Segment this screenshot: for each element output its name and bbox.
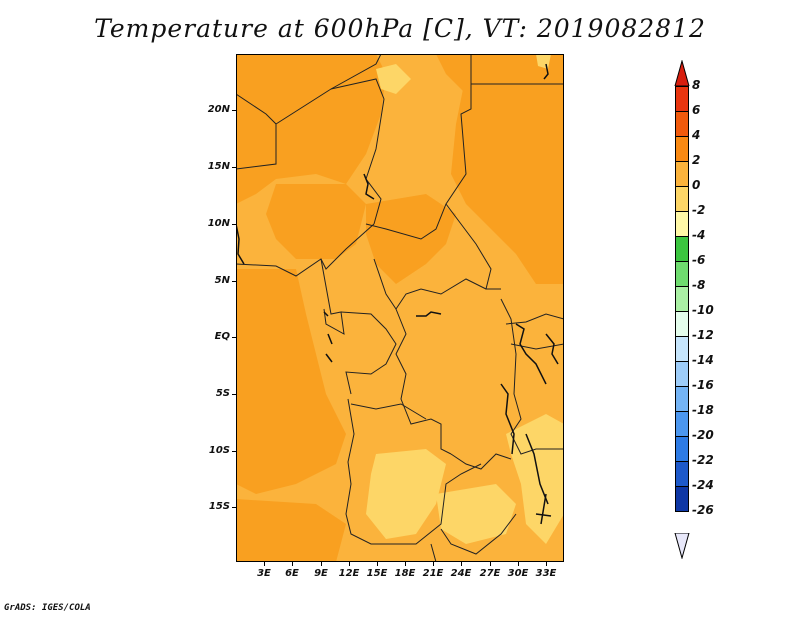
- lon-label-30e: 30E: [507, 568, 529, 579]
- colorbar-label: -18: [692, 403, 714, 417]
- colorbar-label: -12: [692, 328, 714, 342]
- colorbar-segment: [675, 236, 689, 262]
- colorbar-label: -14: [692, 353, 714, 367]
- colorbar-label: -16: [692, 378, 714, 392]
- lat-label-20n: 20N: [207, 104, 230, 115]
- colorbar-top-arrow: [674, 60, 690, 86]
- map-title: Temperature at 600hPa [C], VT: 201908281…: [94, 14, 706, 43]
- colorbar-label: -22: [692, 453, 714, 467]
- lat-label-15n: 15N: [207, 161, 230, 172]
- colorbar-segment: [675, 386, 689, 412]
- colorbar-label: -2: [692, 203, 706, 217]
- warm-region: [236, 54, 564, 562]
- lon-label-21e: 21E: [422, 568, 444, 579]
- lat-label-10n: 10N: [207, 218, 230, 229]
- lat-tick: [232, 110, 236, 111]
- lon-tick: [518, 562, 519, 566]
- colorbar-segment: [675, 111, 689, 137]
- lon-tick: [546, 562, 547, 566]
- colorbar-segment: [675, 461, 689, 487]
- grads-credit: GrADS: IGES/COLA: [4, 603, 91, 613]
- colorbar-label: 2: [692, 153, 701, 167]
- coastlines: [236, 63, 559, 525]
- lat-tick: [232, 451, 236, 452]
- lon-label-12e: 12E: [338, 568, 360, 579]
- lon-tick: [321, 562, 322, 566]
- colorbar-label: -10: [692, 303, 714, 317]
- colorbar-segment: [675, 361, 689, 387]
- lon-tick: [433, 562, 434, 566]
- country-borders: [236, 54, 564, 562]
- lat-tick: [232, 337, 236, 338]
- lon-label-15e: 15E: [366, 568, 388, 579]
- colorbar-label: 6: [692, 103, 701, 117]
- colorbar-label: -26: [692, 503, 714, 517]
- colorbar-segment: [675, 86, 689, 112]
- colorbar-segment: [675, 186, 689, 212]
- temperature-map: [236, 54, 564, 562]
- lon-tick: [292, 562, 293, 566]
- cool-region: [366, 54, 564, 544]
- lon-label-27e: 27E: [479, 568, 501, 579]
- colorbar-label: -20: [692, 428, 714, 442]
- colorbar-bottom-arrow: [674, 533, 690, 559]
- colorbar-segment: [675, 161, 689, 187]
- colorbar-segment: [675, 486, 689, 512]
- colorbar-segment: [675, 411, 689, 437]
- lat-label-5s: 5S: [215, 388, 230, 399]
- colorbar-label: -6: [692, 253, 706, 267]
- colorbar-segment: [675, 286, 689, 312]
- colorbar-label: -4: [692, 228, 706, 242]
- colorbar-segment: [675, 311, 689, 337]
- colorbar: [675, 86, 689, 512]
- colorbar-label: -24: [692, 478, 714, 492]
- temperature-field: [236, 54, 564, 562]
- lon-tick: [349, 562, 350, 566]
- lon-label-33e: 33E: [535, 568, 557, 579]
- lat-tick: [232, 394, 236, 395]
- lon-tick: [461, 562, 462, 566]
- colorbar-segment: [675, 211, 689, 237]
- lon-tick: [490, 562, 491, 566]
- colorbar-label: -8: [692, 278, 706, 292]
- colorbar-label: 4: [692, 128, 701, 142]
- lon-label-18e: 18E: [394, 568, 416, 579]
- colorbar-segment: [675, 261, 689, 287]
- lat-tick: [232, 167, 236, 168]
- colorbar-label: 8: [692, 78, 701, 92]
- lat-label-eq: EQ: [214, 331, 230, 342]
- colorbar-segment: [675, 136, 689, 162]
- lon-label-3e: 3E: [257, 568, 271, 579]
- lon-label-9e: 9E: [314, 568, 328, 579]
- lon-tick: [377, 562, 378, 566]
- lon-label-24e: 24E: [450, 568, 472, 579]
- lat-label-15s: 15S: [208, 501, 230, 512]
- lon-tick: [405, 562, 406, 566]
- lat-label-10s: 10S: [208, 445, 230, 456]
- colorbar-segment: [675, 436, 689, 462]
- lat-label-5n: 5N: [214, 275, 230, 286]
- lon-label-6e: 6E: [285, 568, 299, 579]
- colorbar-segment: [675, 336, 689, 362]
- lat-tick: [232, 507, 236, 508]
- lat-tick: [232, 224, 236, 225]
- colorbar-label: 0: [692, 178, 701, 192]
- lat-tick: [232, 281, 236, 282]
- lon-tick: [264, 562, 265, 566]
